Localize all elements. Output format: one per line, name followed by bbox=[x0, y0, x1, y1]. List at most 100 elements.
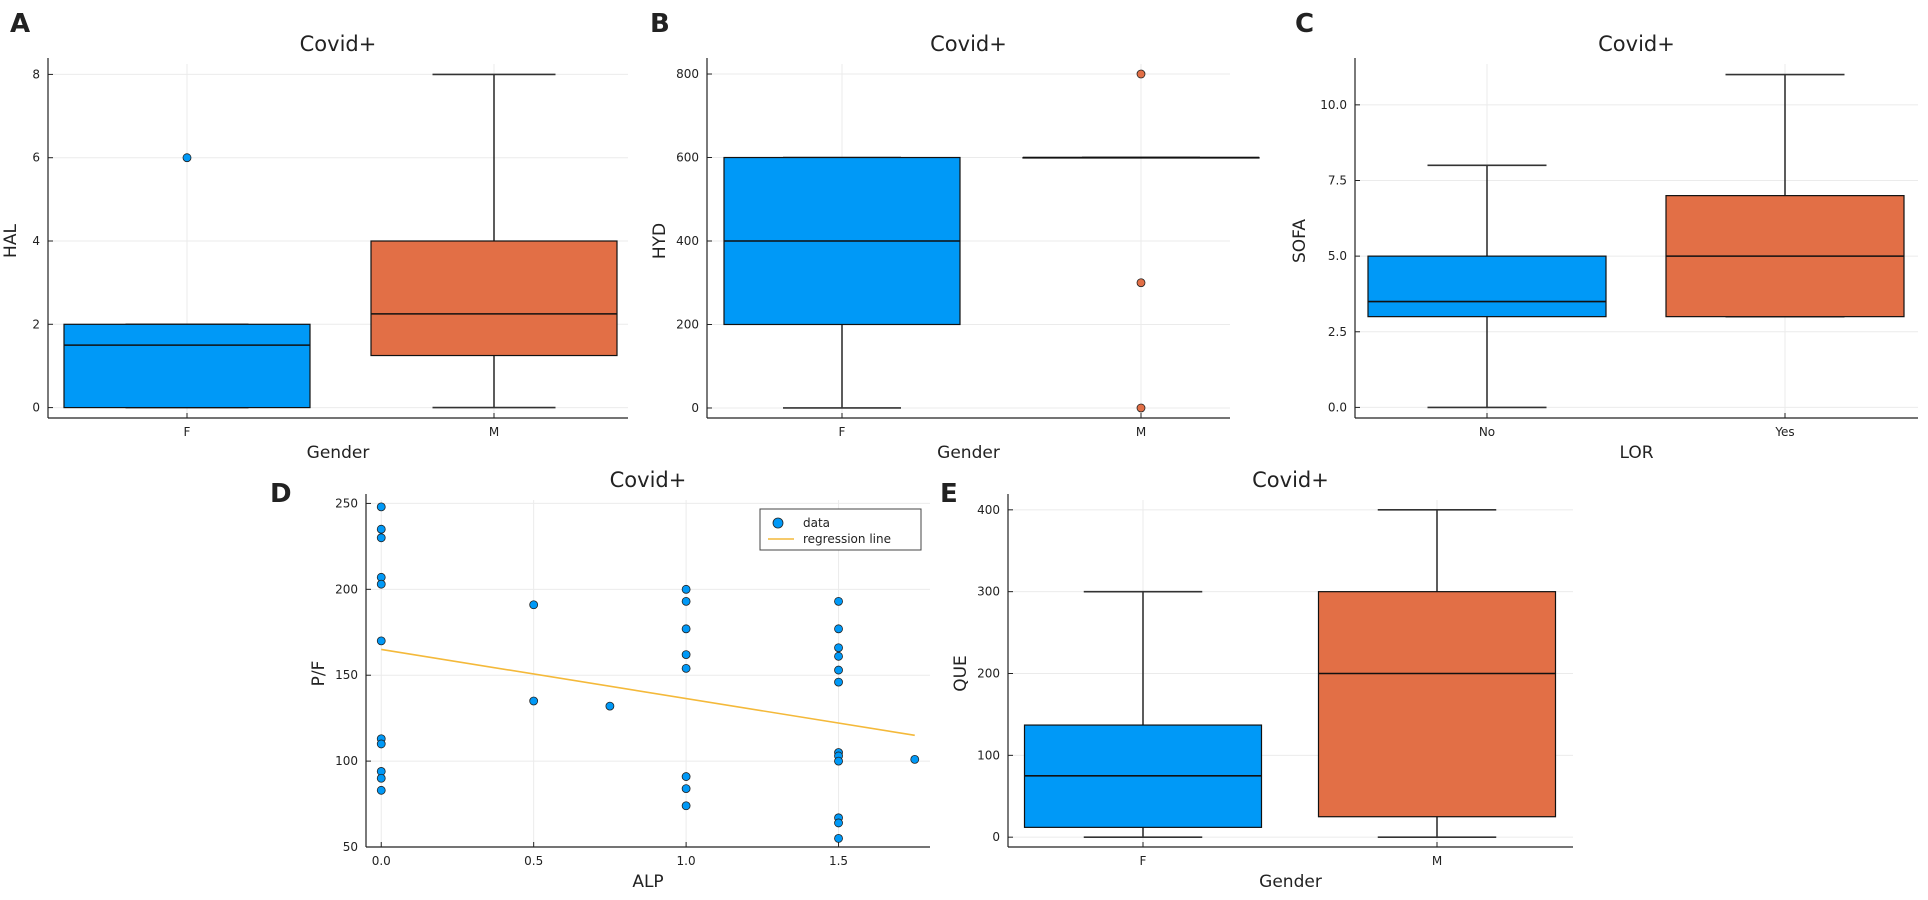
outlier-point bbox=[1136, 403, 1146, 413]
chart-title: Covid+ bbox=[1252, 468, 1329, 492]
y-tick-label: 100 bbox=[335, 754, 358, 768]
y-axis-label: QUE bbox=[951, 655, 971, 692]
y-tick-label: 7.5 bbox=[1328, 173, 1347, 187]
x-tick-label: M bbox=[489, 425, 499, 439]
data-point bbox=[681, 596, 691, 606]
data-point bbox=[681, 801, 691, 811]
legend-label-regression: regression line bbox=[803, 532, 891, 546]
x-tick-label: M bbox=[1136, 425, 1146, 439]
data-point bbox=[376, 785, 386, 795]
legend-label-data: data bbox=[803, 516, 830, 530]
y-tick-label: 100 bbox=[977, 748, 1000, 762]
y-tick-label: 0 bbox=[992, 830, 1000, 844]
y-axis-label: SOFA bbox=[1290, 219, 1310, 263]
x-axis-label: LOR bbox=[1619, 443, 1653, 463]
chart-title: Covid+ bbox=[610, 468, 687, 492]
data-point bbox=[834, 596, 843, 606]
box-m bbox=[370, 73, 618, 409]
data-point bbox=[681, 650, 691, 660]
box-body bbox=[1317, 591, 1557, 818]
data-point bbox=[376, 739, 386, 749]
panel-letter: C bbox=[1295, 9, 1314, 39]
data-point bbox=[834, 834, 843, 843]
y-tick-label: 600 bbox=[676, 151, 699, 165]
panel-e: E Covid+ 0 100 200 300 400 F M Gender QUE bbox=[940, 468, 1573, 892]
y-axis-label: HYD bbox=[650, 223, 670, 259]
panel-a: A Covid+ 0 2 4 6 8 F M Gender HAL bbox=[1, 9, 628, 463]
data-point bbox=[834, 756, 843, 766]
box-m bbox=[1022, 69, 1260, 413]
data-point bbox=[681, 772, 691, 781]
panel-letter: E bbox=[940, 479, 958, 509]
panel-letter: A bbox=[10, 9, 30, 39]
y-tick-label: 200 bbox=[977, 667, 1000, 681]
y-tick-label: 800 bbox=[676, 67, 699, 81]
data-point bbox=[376, 636, 386, 646]
chart-title: Covid+ bbox=[930, 32, 1007, 56]
legend-marker-data bbox=[772, 517, 784, 529]
y-tick-label: 200 bbox=[676, 317, 699, 331]
outlier-point bbox=[182, 153, 192, 163]
data-point bbox=[681, 784, 691, 793]
box-f bbox=[1023, 590, 1263, 838]
data-point bbox=[681, 624, 691, 634]
y-tick-label: 0.0 bbox=[1328, 400, 1347, 414]
box-body bbox=[1367, 255, 1607, 318]
y-axis-label: HAL bbox=[1, 224, 21, 258]
chart-title: Covid+ bbox=[300, 32, 377, 56]
data-point bbox=[834, 651, 843, 661]
y-tick-label: 50 bbox=[343, 840, 358, 854]
outlier-point bbox=[1136, 69, 1146, 79]
y-tick-label: 10.0 bbox=[1320, 98, 1347, 112]
data-point bbox=[376, 502, 386, 512]
x-tick-label: 1.5 bbox=[829, 854, 848, 868]
legend-box bbox=[759, 508, 922, 551]
box-body bbox=[63, 323, 311, 409]
box-body bbox=[370, 240, 618, 357]
outlier-point bbox=[1136, 278, 1146, 288]
y-tick-label: 0 bbox=[691, 401, 699, 415]
x-tick-label: Yes bbox=[1774, 425, 1794, 439]
y-tick-label: 2 bbox=[32, 317, 40, 331]
y-tick-label: 250 bbox=[335, 496, 358, 510]
x-axis-label: Gender bbox=[1259, 872, 1322, 892]
x-tick-label: 0.0 bbox=[372, 854, 391, 868]
panel-c: C Covid+ 0.0 2.5 5.0 7.5 10.0 No Yes LOR SOFA bbox=[1290, 9, 1918, 463]
data-point bbox=[605, 701, 615, 711]
x-tick-label: F bbox=[839, 425, 846, 439]
y-tick-label: 8 bbox=[32, 67, 40, 81]
y-tick-label: 2.5 bbox=[1328, 325, 1347, 339]
x-axis-label: Gender bbox=[307, 443, 370, 463]
panel-b: B Covid+ 0 200 400 600 800 F M Gender HYD bbox=[650, 9, 1260, 463]
data-point bbox=[376, 579, 386, 589]
y-tick-label: 5.0 bbox=[1328, 249, 1347, 263]
y-tick-label: 0 bbox=[32, 401, 40, 415]
x-axis-label: ALP bbox=[632, 872, 663, 892]
data-point bbox=[376, 524, 386, 534]
x-tick-label: F bbox=[184, 425, 191, 439]
box-m bbox=[1317, 509, 1557, 838]
y-tick-label: 4 bbox=[32, 234, 40, 248]
data-point bbox=[376, 773, 386, 783]
x-tick-label: 0.5 bbox=[524, 854, 543, 868]
x-tick-label: F bbox=[1140, 854, 1147, 868]
panel-letter: D bbox=[270, 479, 292, 509]
y-tick-label: 400 bbox=[977, 503, 1000, 517]
y-tick-label: 300 bbox=[977, 585, 1000, 599]
x-tick-label: M bbox=[1432, 854, 1442, 868]
data-point bbox=[910, 754, 920, 764]
data-point bbox=[834, 624, 843, 634]
y-tick-label: 200 bbox=[335, 582, 358, 596]
legend: data regression line bbox=[759, 508, 922, 551]
data-point bbox=[376, 533, 386, 543]
box-f bbox=[63, 153, 311, 409]
panel-d: D Covid+ 50 100 150 200 250 0.0 0.5 1.0 1.5 data reg… bbox=[270, 468, 930, 892]
y-tick-label: 6 bbox=[32, 151, 40, 165]
data-point bbox=[529, 600, 539, 610]
chart-title: Covid+ bbox=[1598, 32, 1675, 56]
y-axis-label: P/F bbox=[309, 661, 329, 687]
x-tick-label: 1.0 bbox=[677, 854, 696, 868]
data-point bbox=[834, 643, 843, 653]
regression-line bbox=[381, 648, 915, 737]
